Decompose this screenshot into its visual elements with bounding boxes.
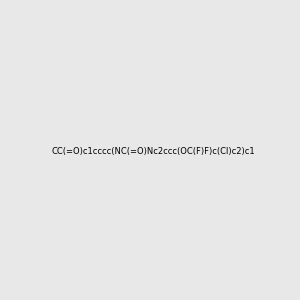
Text: CC(=O)c1cccc(NC(=O)Nc2ccc(OC(F)F)c(Cl)c2)c1: CC(=O)c1cccc(NC(=O)Nc2ccc(OC(F)F)c(Cl)c2…: [52, 147, 256, 156]
